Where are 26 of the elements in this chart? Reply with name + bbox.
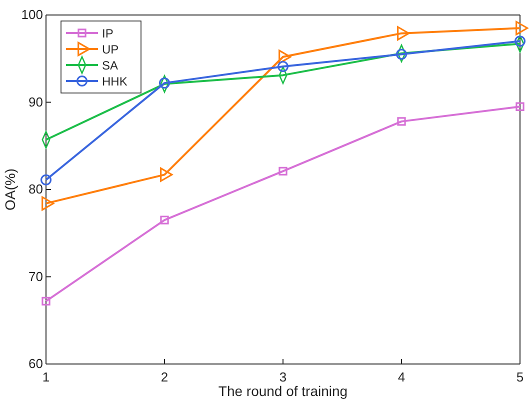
legend-label: UP — [102, 42, 119, 56]
y-tick-label: 100 — [21, 7, 43, 22]
point — [42, 296, 50, 306]
point — [516, 102, 524, 111]
y-tick-label: 90 — [28, 94, 43, 110]
point — [397, 117, 406, 126]
y-axis-title: OA(%) — [2, 168, 18, 210]
point — [278, 166, 288, 176]
x-tick-label: 4 — [398, 369, 406, 384]
x-tick-label: 1 — [42, 369, 50, 384]
y-tick-label: 60 — [28, 356, 43, 372]
legend-label: SA — [102, 58, 118, 72]
x-tick-label: 5 — [516, 369, 524, 384]
y-tick-label: 80 — [28, 182, 43, 197]
legend-label: IP — [102, 26, 114, 40]
x-tick-label: 3 — [279, 369, 287, 384]
point — [158, 78, 170, 89]
point — [396, 48, 408, 60]
point — [277, 60, 289, 72]
point — [160, 216, 169, 224]
x-tick-label: 2 — [160, 369, 168, 384]
y-tick-label: 70 — [28, 268, 43, 284]
legend-label: HHK — [102, 74, 128, 88]
x-axis-title: The round of training — [218, 383, 348, 399]
point — [40, 174, 52, 186]
point — [514, 36, 526, 47]
